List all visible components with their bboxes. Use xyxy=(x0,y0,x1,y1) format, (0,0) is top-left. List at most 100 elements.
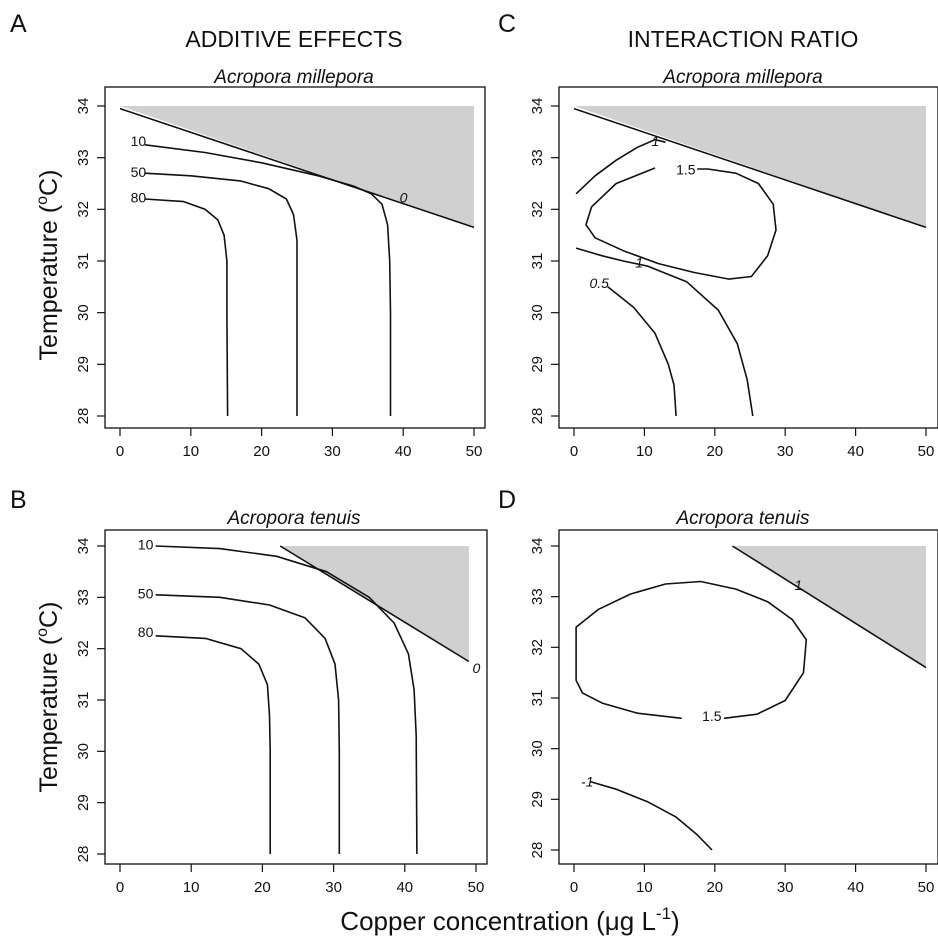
y-tick-label: 30 xyxy=(75,304,92,321)
y-tick-label: 31 xyxy=(529,690,546,707)
contour-label: 80 xyxy=(138,624,154,640)
y-tick-label: 30 xyxy=(529,740,546,757)
y-tick-label: 30 xyxy=(529,304,546,321)
y-tick-label: 34 xyxy=(75,98,92,115)
contour-line xyxy=(575,138,666,195)
panel-title: Acropora millepora xyxy=(213,67,373,88)
x-tick-label: 50 xyxy=(918,879,935,896)
contour-label: 1 xyxy=(794,577,802,593)
y-tick-label: 32 xyxy=(529,639,546,656)
y-tick-label: 31 xyxy=(529,253,546,270)
x-tick-label: 40 xyxy=(847,443,864,460)
x-tick-label: 0 xyxy=(570,879,578,896)
x-tick-label: 20 xyxy=(706,443,723,460)
x-tick-label: 10 xyxy=(182,443,199,460)
contour-line xyxy=(585,167,777,280)
contour-line xyxy=(155,594,341,854)
x-tick-label: 0 xyxy=(116,879,124,896)
panel-letter: D xyxy=(498,486,516,514)
y-tick-label: 29 xyxy=(529,356,546,373)
panel-letter: C xyxy=(498,10,516,38)
y-tick-label: 31 xyxy=(75,692,92,709)
y-tick-label: 33 xyxy=(529,149,546,166)
x-tick-label: 20 xyxy=(253,443,270,460)
plot-border xyxy=(104,529,488,865)
y-tick-label: 34 xyxy=(75,538,92,555)
y-tick-label: 29 xyxy=(75,356,92,373)
panel-c: 0 10 20 30 40 50 28 29 30 31 32 33 34 C Acropora mille… xyxy=(498,10,938,460)
contour-label: 1.5 xyxy=(676,161,696,177)
contour-label: 1.5 xyxy=(702,708,722,724)
y-tick-label: 33 xyxy=(75,589,92,606)
x-axis-label: Copper concentration (μg L-1) xyxy=(340,904,679,936)
plot-border xyxy=(104,86,486,429)
panel-d: 0 10 20 30 40 50 28 29 30 31 32 33 34 D Acropora tenui… xyxy=(498,486,938,896)
x-tick-label: 40 xyxy=(395,443,412,460)
y-tick-label: 32 xyxy=(75,201,92,218)
x-tick-label: 20 xyxy=(254,879,271,896)
x-tick-label: 10 xyxy=(183,879,200,896)
contour-label: 0.5 xyxy=(589,275,609,291)
contour-label: 50 xyxy=(138,585,154,601)
y-tick-label: 29 xyxy=(529,791,546,808)
contour-line xyxy=(144,144,392,416)
column-title-interaction-ratio: INTERACTION RATIO xyxy=(628,26,859,52)
contour-label: 80 xyxy=(131,190,147,206)
contour-line xyxy=(155,635,271,854)
contour-label: 0 xyxy=(472,660,480,676)
y-tick-label: 28 xyxy=(529,842,546,859)
contour-label: -1 xyxy=(581,773,593,789)
y-tick-label: 34 xyxy=(529,538,546,555)
contour-line xyxy=(575,580,808,720)
y-axis-label-bottom: Temperature (oC) xyxy=(34,602,63,793)
x-tick-label: 30 xyxy=(324,443,341,460)
panel-letter: A xyxy=(10,10,27,38)
contour-line xyxy=(144,198,229,417)
y-tick-label: 34 xyxy=(529,98,546,115)
y-tick-label: 28 xyxy=(529,408,546,425)
y-axis-label-top: Temperature (oC) xyxy=(34,170,63,361)
y-tick-label: 28 xyxy=(75,846,92,863)
y-tick-label: 31 xyxy=(75,253,92,270)
contour-line xyxy=(119,107,475,229)
panel-title: Acropora tenuis xyxy=(675,508,810,529)
contour-line xyxy=(573,107,927,229)
contour-line xyxy=(155,545,418,855)
y-tick-label: 30 xyxy=(75,743,92,760)
contour-line xyxy=(575,247,754,417)
x-tick-label: 30 xyxy=(777,443,794,460)
x-tick-label: 0 xyxy=(116,443,124,460)
y-tick-label: 29 xyxy=(75,794,92,811)
y-tick-label: 32 xyxy=(529,201,546,218)
panel-b: 0 10 20 30 40 50 28 29 30 31 32 33 34 B Acropora tenui… xyxy=(10,486,488,896)
svg-text:Temperature (oC): Temperature (oC) xyxy=(34,170,63,361)
x-tick-label: 50 xyxy=(468,879,485,896)
y-tick-label: 33 xyxy=(529,588,546,605)
contour-label: 10 xyxy=(138,537,154,553)
x-tick-label: 50 xyxy=(918,443,935,460)
contour-label: 10 xyxy=(131,133,147,149)
contour-line xyxy=(589,780,713,851)
x-tick-label: 40 xyxy=(396,879,413,896)
panel-letter: B xyxy=(10,486,27,514)
contour-label: 1 xyxy=(635,254,643,270)
y-tick-label: 32 xyxy=(75,640,92,657)
x-tick-label: 0 xyxy=(570,443,578,460)
y-tick-label: 33 xyxy=(75,149,92,166)
contour-line xyxy=(607,286,677,417)
svg-text:Temperature (oC): Temperature (oC) xyxy=(34,602,63,793)
x-tick-label: 10 xyxy=(636,443,653,460)
x-tick-label: 30 xyxy=(777,879,794,896)
panel-title: Acropora millepora xyxy=(662,67,822,88)
column-title-additive-effects: ADDITIVE EFFECTS xyxy=(185,26,402,52)
x-tick-label: 40 xyxy=(847,879,864,896)
contour-label: 50 xyxy=(131,164,147,180)
x-tick-label: 10 xyxy=(636,879,653,896)
plot-border xyxy=(558,86,938,429)
panel-a: 0 10 20 30 40 50 28 29 30 31 32 33 34 A Acropora mille… xyxy=(10,10,486,460)
contour-line xyxy=(144,172,298,416)
contour-label: 0 xyxy=(400,190,408,206)
x-tick-label: 50 xyxy=(466,443,483,460)
